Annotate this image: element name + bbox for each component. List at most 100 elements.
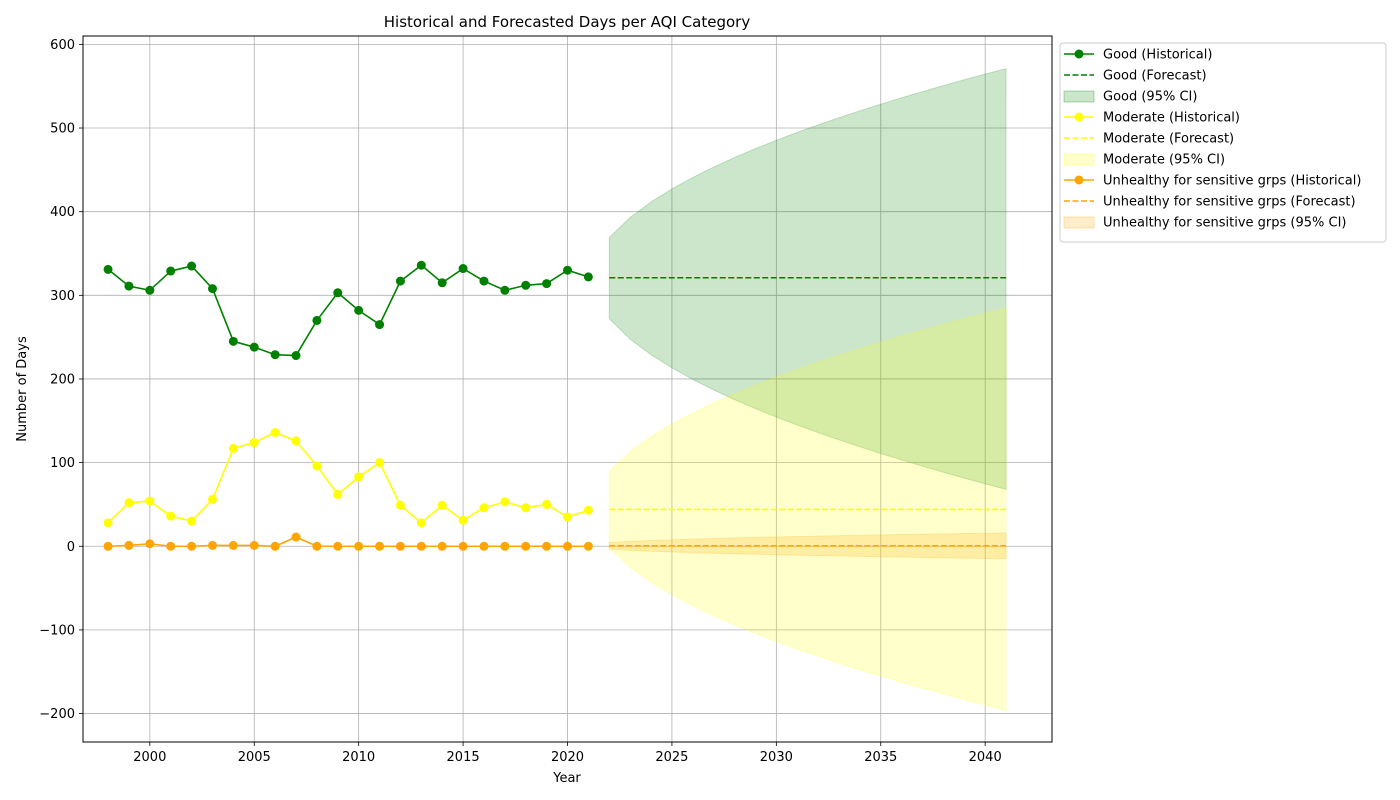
chart-title: Historical and Forecasted Days per AQI C… (384, 13, 751, 31)
historical-line-good (107, 264, 589, 357)
x-tick-label: 2025 (655, 750, 688, 765)
y-tick-label: 0 (67, 540, 75, 555)
data-point-good (145, 285, 155, 295)
data-point-good (228, 336, 238, 346)
data-point-moderate (479, 503, 489, 513)
data-point-moderate (270, 427, 280, 437)
legend-item: Unhealthy for sensitive grps (Historical… (1064, 174, 1361, 189)
confidence-bands (608, 67, 1007, 711)
data-point-moderate (375, 458, 385, 468)
data-point-unhealthy (228, 540, 238, 550)
data-point-unhealthy (291, 532, 301, 542)
legend-label: Moderate (Forecast) (1103, 132, 1234, 147)
data-point-unhealthy (542, 541, 552, 551)
ci-band-good (608, 67, 1007, 491)
data-point-moderate (458, 515, 468, 525)
x-tick-label: 2020 (551, 750, 584, 765)
legend-item: Unhealthy for sensitive grps (95% CI) (1063, 216, 1347, 231)
data-point-unhealthy (354, 541, 364, 551)
data-point-moderate (166, 511, 176, 521)
data-point-moderate (333, 489, 343, 499)
x-tick-label: 2030 (760, 750, 793, 765)
data-point-good (207, 284, 217, 294)
data-point-good (583, 272, 593, 282)
legend-label: Good (Forecast) (1103, 69, 1207, 84)
y-tick-label: −200 (39, 707, 75, 722)
data-point-good (103, 264, 113, 274)
x-tick-label: 2035 (864, 750, 897, 765)
legend-patch (1063, 216, 1095, 229)
x-axis-label: Year (552, 771, 581, 786)
legend-patch (1063, 153, 1095, 166)
data-point-unhealthy (333, 541, 343, 551)
data-point-good (437, 278, 447, 288)
legend-item: Moderate (Forecast) (1064, 132, 1234, 147)
data-point-moderate (145, 496, 155, 506)
data-point-good (395, 276, 405, 286)
data-point-unhealthy (103, 541, 113, 551)
data-point-good (416, 260, 426, 270)
legend-label: Moderate (95% CI) (1103, 153, 1225, 168)
data-point-moderate (228, 443, 238, 453)
data-point-good (375, 320, 385, 330)
y-axis-label: Number of Days (15, 336, 30, 442)
y-tick-label: 600 (50, 38, 75, 53)
data-point-unhealthy (416, 541, 426, 551)
data-point-good (270, 350, 280, 360)
data-point-unhealthy (145, 539, 155, 549)
data-point-unhealthy (207, 540, 217, 550)
data-point-moderate (563, 512, 572, 522)
legend-item: Good (Forecast) (1064, 69, 1207, 84)
data-point-unhealthy (500, 541, 510, 551)
y-tick-label: 100 (50, 456, 75, 471)
data-point-moderate (437, 500, 447, 510)
data-point-good (354, 305, 364, 315)
data-point-moderate (542, 499, 552, 509)
data-point-unhealthy (312, 541, 322, 551)
data-point-good (479, 276, 489, 286)
legend-marker (1074, 112, 1084, 122)
data-point-good (312, 315, 322, 325)
y-axis: −200 −100 0 100 200 300 400 500 600 (39, 38, 83, 722)
data-point-unhealthy (249, 540, 259, 550)
historical-line-unhealthy (108, 536, 589, 548)
data-point-moderate (124, 498, 134, 508)
data-point-unhealthy (458, 541, 468, 551)
data-point-moderate (187, 516, 197, 526)
legend-item: Good (Historical) (1064, 48, 1212, 63)
data-point-unhealthy (395, 541, 405, 551)
data-point-good (166, 266, 176, 276)
data-point-moderate (291, 436, 301, 446)
data-point-unhealthy (521, 541, 531, 551)
legend-label: Unhealthy for sensitive grps (Forecast) (1103, 195, 1356, 210)
data-point-good (500, 285, 510, 295)
data-point-moderate (207, 494, 217, 504)
legend-label: Moderate (Historical) (1103, 111, 1240, 126)
data-point-unhealthy (479, 541, 489, 551)
legend-label: Unhealthy for sensitive grps (Historical… (1103, 174, 1361, 189)
y-tick-label: −100 (39, 623, 75, 638)
data-point-unhealthy (166, 541, 176, 551)
legend-item: Moderate (Historical) (1064, 111, 1240, 126)
x-tick-label: 2005 (238, 750, 271, 765)
data-point-moderate (312, 461, 322, 471)
data-point-unhealthy (563, 541, 572, 551)
data-point-moderate (500, 497, 510, 507)
legend-patch (1063, 90, 1095, 103)
data-point-good (521, 280, 531, 290)
legend: Good (Historical) Good (Forecast) Good (95… (1059, 42, 1387, 243)
data-point-moderate (395, 500, 405, 510)
data-point-unhealthy (124, 540, 134, 550)
legend-item: Unhealthy for sensitive grps (Forecast) (1064, 195, 1356, 210)
data-point-moderate (354, 472, 364, 482)
data-point-good (187, 261, 197, 271)
data-point-moderate (249, 438, 259, 448)
data-point-good (563, 265, 572, 275)
data-point-unhealthy (187, 541, 197, 551)
data-point-good (458, 264, 468, 274)
data-point-good (124, 281, 134, 291)
data-point-moderate (521, 503, 531, 513)
legend-item: Good (95% CI) (1063, 90, 1197, 105)
x-tick-label: 2040 (969, 750, 1002, 765)
